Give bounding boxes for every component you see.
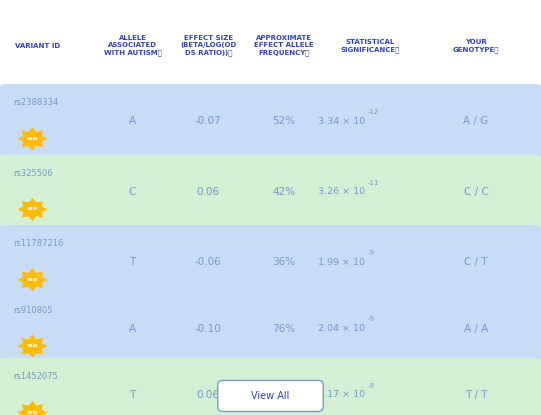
Text: NEW: NEW bbox=[27, 137, 38, 141]
Polygon shape bbox=[17, 401, 48, 415]
Polygon shape bbox=[17, 127, 48, 151]
Text: 0.06: 0.06 bbox=[197, 390, 220, 400]
FancyBboxPatch shape bbox=[0, 225, 541, 299]
FancyBboxPatch shape bbox=[0, 291, 541, 366]
Text: STATISTICAL
SIGNIFICANCEⓘ: STATISTICAL SIGNIFICANCEⓘ bbox=[341, 39, 400, 53]
Text: -12: -12 bbox=[368, 109, 379, 115]
Text: 76%: 76% bbox=[273, 324, 295, 334]
Text: C / T: C / T bbox=[464, 257, 488, 267]
FancyBboxPatch shape bbox=[0, 155, 541, 229]
FancyBboxPatch shape bbox=[0, 358, 541, 415]
Text: T: T bbox=[129, 390, 136, 400]
Text: View All: View All bbox=[252, 391, 289, 401]
Polygon shape bbox=[17, 334, 48, 358]
Text: A: A bbox=[129, 324, 136, 334]
Text: rs2388334: rs2388334 bbox=[14, 98, 59, 107]
Text: 52%: 52% bbox=[273, 116, 295, 126]
Text: NEW: NEW bbox=[27, 208, 38, 211]
Text: 3.17 × 10: 3.17 × 10 bbox=[318, 391, 365, 399]
Text: NEW: NEW bbox=[27, 344, 38, 348]
Text: rs325506: rs325506 bbox=[14, 169, 53, 178]
Text: VARIANT ID: VARIANT ID bbox=[15, 43, 61, 49]
Text: NEW: NEW bbox=[27, 278, 38, 282]
Text: rs1452075: rs1452075 bbox=[14, 372, 58, 381]
Text: 3.34 × 10: 3.34 × 10 bbox=[318, 117, 365, 126]
Text: 1.99 × 10: 1.99 × 10 bbox=[318, 258, 365, 267]
Text: rs11787216: rs11787216 bbox=[14, 239, 64, 248]
FancyBboxPatch shape bbox=[217, 381, 323, 412]
Text: A: A bbox=[129, 116, 136, 126]
Text: C / C: C / C bbox=[464, 187, 489, 197]
Text: -11: -11 bbox=[368, 180, 379, 186]
Text: T: T bbox=[129, 257, 136, 267]
Text: -9: -9 bbox=[368, 317, 375, 322]
Text: T / T: T / T bbox=[465, 390, 487, 400]
Text: -0.06: -0.06 bbox=[195, 257, 222, 267]
Text: 2.04 × 10: 2.04 × 10 bbox=[318, 324, 365, 333]
Text: EFFECT SIZE
(BETA/LOG(OD
DS RATIO))ⓘ: EFFECT SIZE (BETA/LOG(OD DS RATIO))ⓘ bbox=[180, 35, 236, 56]
Text: ALLELE
ASSOCIATED
WITH AUTISMⓘ: ALLELE ASSOCIATED WITH AUTISMⓘ bbox=[104, 35, 161, 56]
Text: -0.07: -0.07 bbox=[195, 116, 222, 126]
Text: A / G: A / G bbox=[464, 116, 489, 126]
Text: -9: -9 bbox=[368, 250, 375, 256]
Text: 72%: 72% bbox=[273, 390, 295, 400]
Text: NEW: NEW bbox=[27, 410, 38, 415]
Text: -9: -9 bbox=[368, 383, 375, 389]
Text: A / A: A / A bbox=[464, 324, 488, 334]
Text: rs910805: rs910805 bbox=[14, 305, 53, 315]
FancyBboxPatch shape bbox=[0, 84, 541, 159]
Text: -0.10: -0.10 bbox=[195, 324, 222, 334]
Text: YOUR
GENOTYPEⓘ: YOUR GENOTYPEⓘ bbox=[453, 39, 499, 53]
Text: 3.26 × 10: 3.26 × 10 bbox=[318, 187, 365, 196]
Text: 0.06: 0.06 bbox=[197, 187, 220, 197]
Text: APPROXIMATE
EFFECT ALLELE
FREQUENCYⓘ: APPROXIMATE EFFECT ALLELE FREQUENCYⓘ bbox=[254, 35, 314, 56]
Text: C: C bbox=[129, 187, 136, 197]
Polygon shape bbox=[17, 268, 48, 291]
Text: 42%: 42% bbox=[273, 187, 295, 197]
Text: 36%: 36% bbox=[273, 257, 295, 267]
Polygon shape bbox=[17, 198, 48, 221]
